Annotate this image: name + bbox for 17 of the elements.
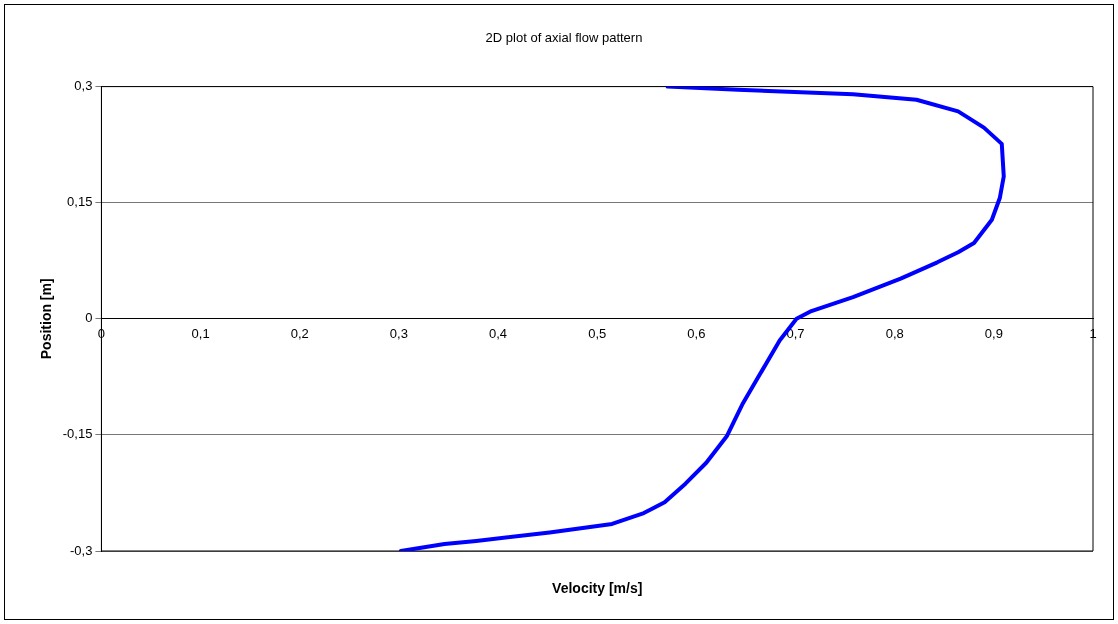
- chart-title: 2D plot of axial flow pattern: [485, 30, 643, 46]
- x-tick-label: 1: [1089, 326, 1097, 342]
- y-tick-label: -0,3: [70, 542, 93, 558]
- x-tick-label: 0,4: [489, 326, 508, 342]
- y-axis-title: Position [m]: [38, 278, 55, 360]
- x-tick-label: 0,2: [290, 326, 309, 342]
- x-tick-label: 0,6: [687, 326, 706, 342]
- y-tick-label: 0: [85, 310, 93, 326]
- x-tick-label: 0,1: [191, 326, 210, 342]
- x-tick-label: 0,8: [885, 326, 904, 342]
- x-tick-label: 0,5: [588, 326, 607, 342]
- y-tick-label: -0,15: [62, 426, 93, 442]
- y-tick-label: 0,15: [67, 194, 93, 210]
- x-tick-label: 0,9: [984, 326, 1003, 342]
- x-tick-label: 0,3: [389, 326, 408, 342]
- y-tick-label: 0,3: [74, 78, 93, 94]
- x-axis-title: Velocity [m/s]: [552, 580, 643, 596]
